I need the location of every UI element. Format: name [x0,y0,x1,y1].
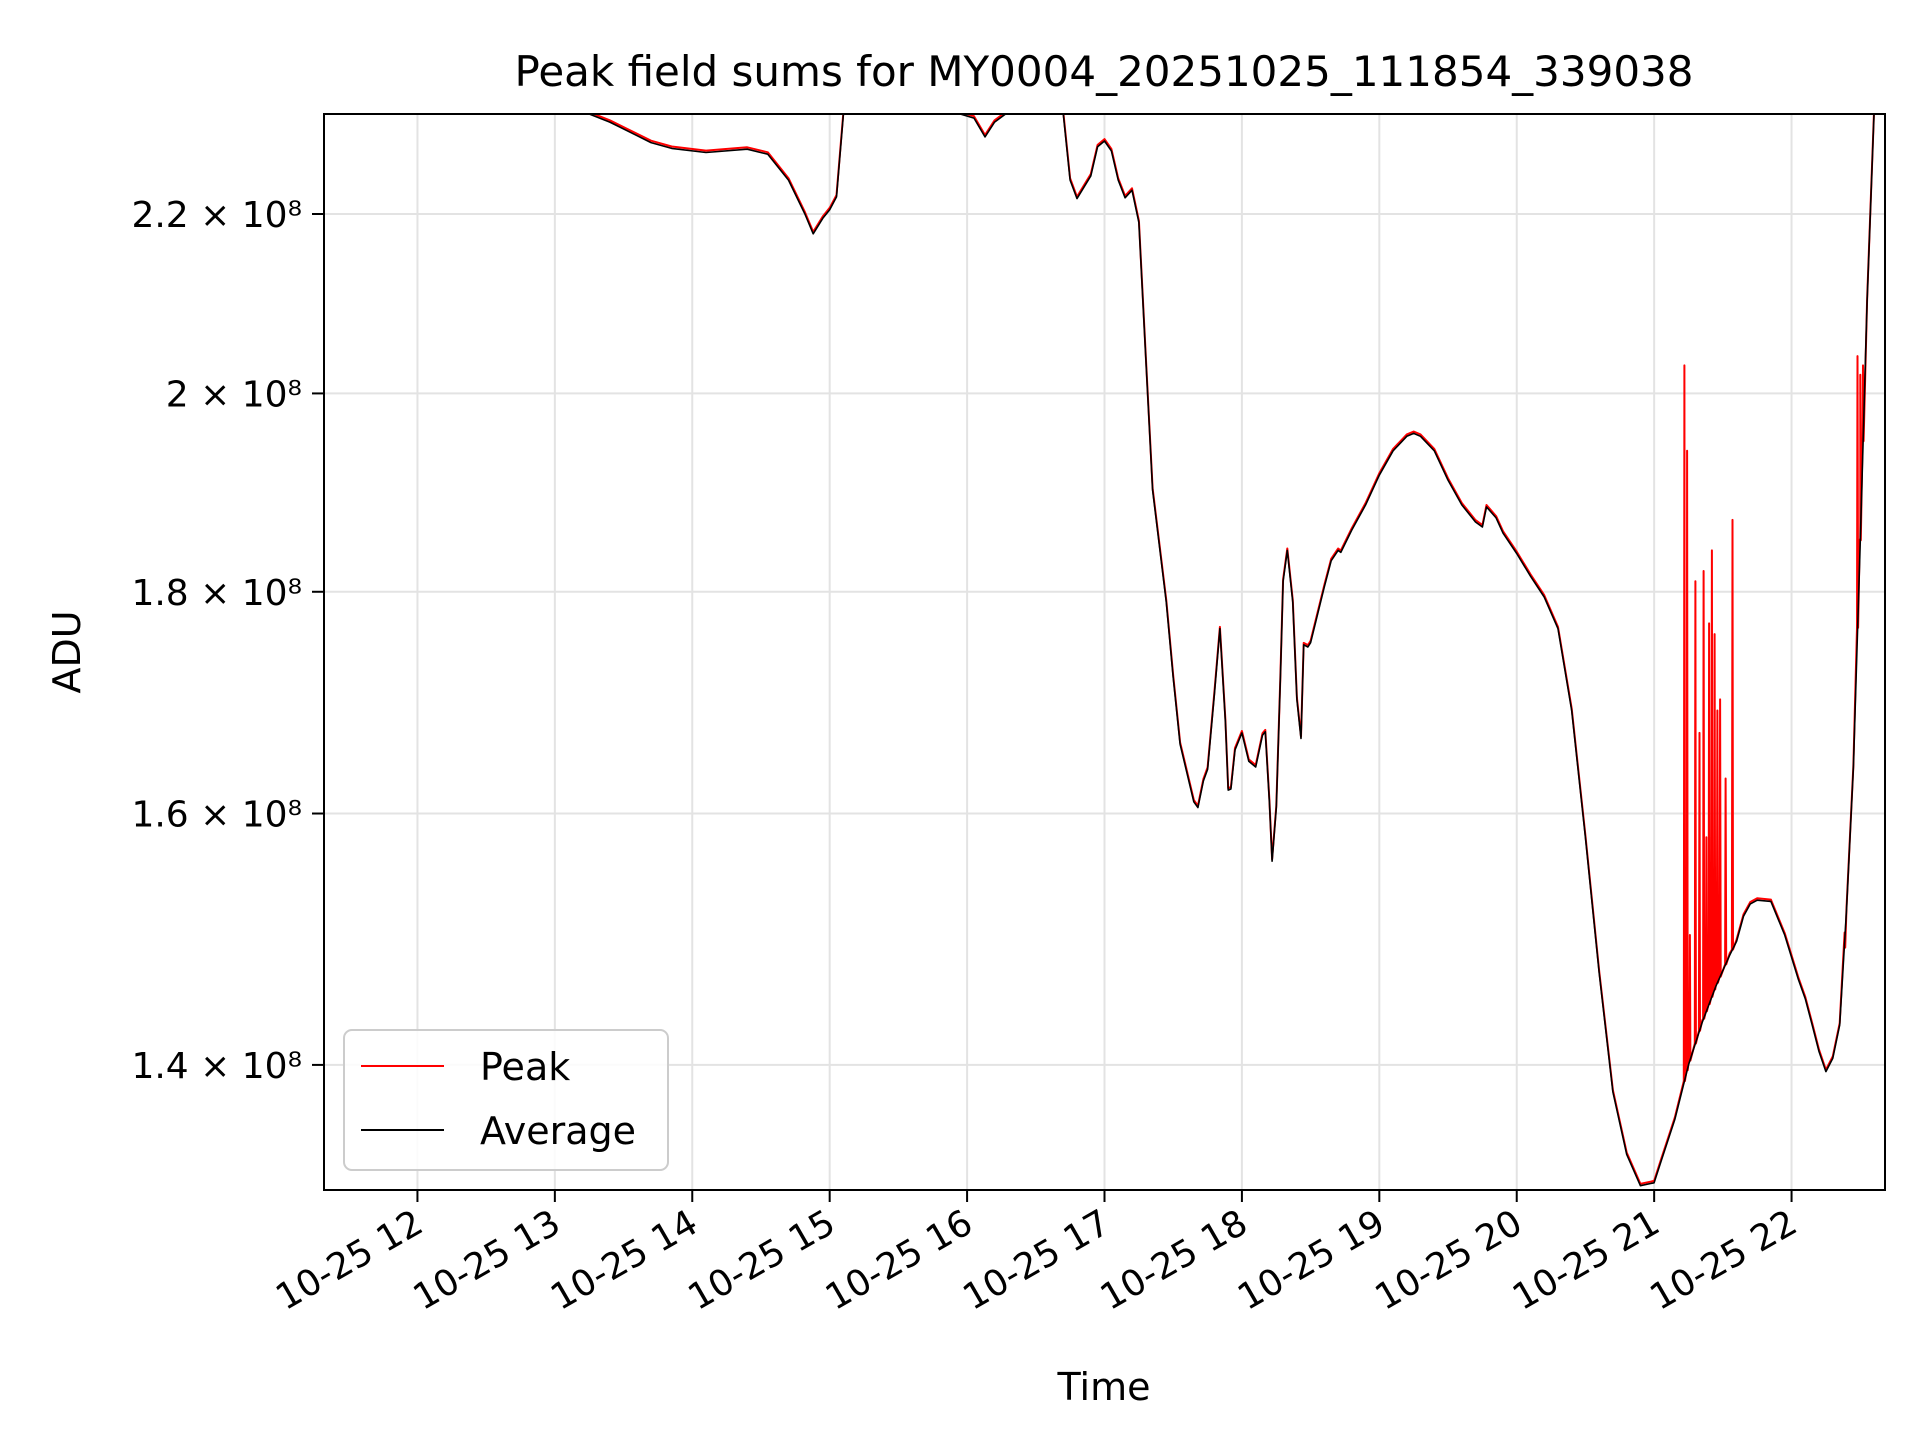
series-area [585,114,1875,1187]
grid [324,114,1885,1190]
y-axis-label: ADU [45,610,89,693]
chart-title: Peak field sums for MY0004_20251025_1118… [514,47,1693,96]
y-tick-label-1: 1.6 × 10⁸ [131,795,302,836]
y-tick-label-2: 1.8 × 10⁸ [131,573,302,614]
x-axis-label: Time [1057,1365,1151,1409]
average-series-line [585,114,1875,1187]
legend: Peak Average [343,1029,669,1171]
legend-average-label: Average [480,1109,636,1153]
y-tick-label-0: 1.4 × 10⁸ [131,1046,302,1087]
y-tick-label-4: 2.2 × 10⁸ [131,195,302,236]
y-tick-label-3: 2 × 10⁸ [166,374,302,415]
legend-peak-label: Peak [480,1045,570,1089]
